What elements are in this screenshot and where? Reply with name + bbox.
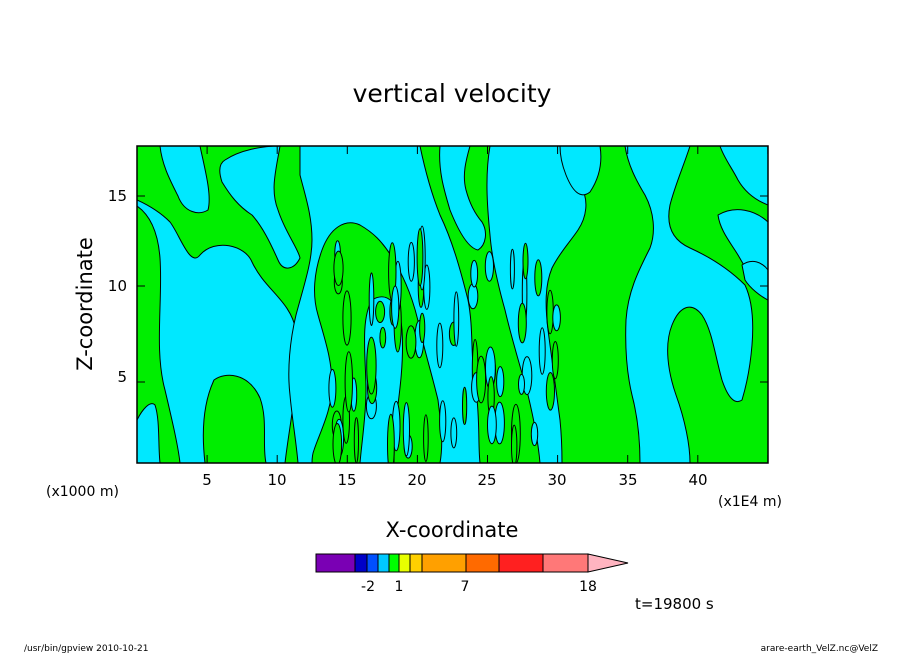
contour-streak <box>439 400 447 443</box>
contour-streak <box>476 355 487 404</box>
contour-streak <box>511 424 518 463</box>
colorbar-cell <box>421 553 467 573</box>
contour-streak <box>379 326 387 349</box>
contour-streak <box>453 291 460 347</box>
contour-streak <box>534 259 543 297</box>
contour-streak <box>517 302 527 344</box>
contour-region <box>624 146 754 463</box>
contour-streak <box>391 285 400 329</box>
contour-streak <box>416 228 424 287</box>
colorbar-extension-arrow <box>587 553 629 573</box>
y-tick-labels: 5 10 15 <box>108 187 127 386</box>
contour-streak <box>328 368 337 408</box>
contour-streak <box>353 417 359 463</box>
contour-region <box>439 146 486 251</box>
colorbar-cells <box>315 553 589 573</box>
contour-region <box>719 146 768 206</box>
axis-ticks <box>137 146 769 463</box>
plot-frame <box>136 145 769 464</box>
contour-streak <box>487 405 497 445</box>
x-tick-label: 5 <box>202 471 212 489</box>
colorbar-tick-label: -2 <box>361 579 375 595</box>
contour-streak <box>436 322 444 369</box>
colorbar-cell <box>409 553 423 573</box>
x-tick-labels: 5 10 15 20 25 30 35 40 <box>202 471 707 489</box>
colorbar-tick-label: 18 <box>579 579 597 595</box>
contour-region <box>137 199 298 463</box>
x-tick-label: 40 <box>688 471 707 489</box>
colorbar-cell <box>354 553 368 573</box>
contour-streak <box>545 372 556 411</box>
contour-streak <box>342 290 352 346</box>
contour-streak <box>518 373 525 395</box>
colorbar-cell <box>398 553 411 573</box>
contour-streak <box>484 251 494 282</box>
contour-streak <box>387 413 395 463</box>
contour-region <box>486 146 587 463</box>
y-axis-label: Z-coordinate <box>73 237 97 371</box>
plot-area <box>136 145 769 464</box>
contour-streak <box>509 248 515 290</box>
contour-region <box>559 146 602 196</box>
contour-streak <box>450 417 458 449</box>
x-unit-left: (x1000 m) <box>46 484 119 500</box>
negative-velocity-regions <box>137 146 768 463</box>
contour-streak <box>423 414 429 463</box>
x-tick-label: 10 <box>267 471 286 489</box>
colorbar-cell <box>366 553 379 573</box>
contour-streak <box>530 421 539 447</box>
contour-region <box>219 146 301 269</box>
contour-streak <box>366 336 377 395</box>
y-tick-label: 5 <box>117 368 127 386</box>
x-unit-right: (x1E4 m) <box>718 494 782 510</box>
colorbar-tick-label: 7 <box>461 579 470 595</box>
y-tick-label: 15 <box>108 187 127 205</box>
contour-streak <box>462 386 468 425</box>
contour-streak <box>552 304 561 332</box>
contour-streak <box>419 312 426 344</box>
contour-streak <box>551 341 559 380</box>
footer-right: arare-earth_VelZ.nc@VelZ <box>761 644 878 654</box>
contour-streak <box>375 300 386 323</box>
chart-title: vertical velocity <box>353 79 552 108</box>
colorbar-tick-label: 1 <box>395 579 404 595</box>
colorbar-cell <box>315 553 356 573</box>
time-label: t=19800 s <box>635 595 714 613</box>
contour-region <box>159 146 210 214</box>
colorbar-cell <box>388 553 400 573</box>
colorbar-cell <box>465 553 500 573</box>
x-tick-label: 20 <box>407 471 426 489</box>
x-tick-label: 35 <box>618 471 637 489</box>
contour-streak <box>496 366 505 398</box>
contour-streak <box>467 283 479 310</box>
footer-left: /usr/bin/gpview 2010-10-21 <box>24 644 148 654</box>
contour-streak <box>344 351 353 413</box>
contour-streak <box>407 241 415 282</box>
contour-streak <box>538 327 546 375</box>
contour-streak <box>333 250 344 286</box>
colorbar-cell <box>542 553 589 573</box>
x-tick-label: 30 <box>547 471 566 489</box>
contour-streak <box>332 423 343 463</box>
x-tick-label: 25 <box>477 471 496 489</box>
contour-streak <box>368 272 375 327</box>
contour-streak <box>405 325 417 359</box>
y-tick-label: 10 <box>108 277 127 295</box>
colorbar: -2 1 7 18 <box>315 553 629 595</box>
x-axis-label: X-coordinate <box>386 518 519 542</box>
contour-region <box>137 403 161 463</box>
contour-region <box>741 260 768 301</box>
colorbar-cell <box>377 553 390 573</box>
x-tick-label: 15 <box>337 471 356 489</box>
contour-streak <box>470 259 479 288</box>
colorbar-cell <box>498 553 544 573</box>
contour-streak <box>546 289 554 335</box>
contour-streak <box>522 242 529 280</box>
contour-streak <box>402 402 410 457</box>
